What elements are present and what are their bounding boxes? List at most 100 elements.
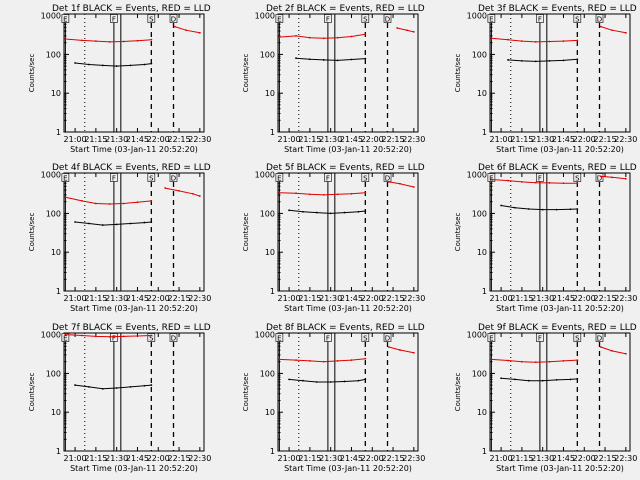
series-lld-point xyxy=(412,351,415,354)
series-events-point xyxy=(520,60,523,62)
marker-label: F xyxy=(326,175,330,183)
panel-title: Det 5f BLACK = Events, RED = LLD xyxy=(266,163,425,173)
series-lld-point xyxy=(611,350,613,352)
series-lld-point xyxy=(94,40,97,43)
series-events-point xyxy=(101,224,104,226)
series-lld-point xyxy=(64,333,67,336)
marker-label: E xyxy=(63,16,67,24)
series-lld-point xyxy=(548,360,551,363)
y-tick-label: 10 xyxy=(265,89,275,98)
marker-flag xyxy=(61,173,70,182)
y-tick-label: 1 xyxy=(482,287,487,296)
plot-frame xyxy=(489,172,631,292)
marker-label: F xyxy=(538,335,542,343)
y-tick-label: 1 xyxy=(270,128,275,137)
x-tick-label: 22:00 xyxy=(573,135,596,144)
x-tick-label: 22:15 xyxy=(382,454,405,463)
series-events-point xyxy=(329,381,332,383)
series-events-point xyxy=(101,387,104,390)
marker-flag xyxy=(573,173,582,182)
series-lld-point xyxy=(576,359,579,362)
series-lld-point xyxy=(136,201,139,204)
marker-label: D xyxy=(171,175,176,183)
series-lld-point xyxy=(490,178,493,181)
plot-frame xyxy=(277,13,419,133)
x-axis-label: Start Time (03-Jan-11 20:52:20) xyxy=(496,145,624,154)
panel-det-7f: Det 7f BLACK = Events, RED = LLD Counts/s… xyxy=(28,323,211,473)
series-events-point xyxy=(322,59,325,61)
x-tick-label: 21:45 xyxy=(126,454,149,463)
x-axis-label: Start Time (03-Jan-11 20:52:20) xyxy=(284,304,412,313)
marker-flag xyxy=(324,333,332,342)
series-lld-point xyxy=(94,202,97,205)
series-events-point xyxy=(88,222,90,225)
series-lld-point xyxy=(150,200,153,202)
marker-label: S xyxy=(363,175,368,183)
x-tick-label: 22:00 xyxy=(147,454,170,463)
series-lld-point xyxy=(548,182,551,184)
x-tick-label: 21:30 xyxy=(105,454,128,463)
series-lld-point xyxy=(198,31,201,34)
marker-label: S xyxy=(149,335,154,343)
y-tick-label: 1 xyxy=(482,128,487,137)
series-events-point xyxy=(115,223,118,226)
panel-title: Det 3f BLACK = Events, RED = LLD xyxy=(478,4,637,14)
series-lld-point xyxy=(611,29,613,32)
series-lld-point xyxy=(534,41,537,43)
x-tick-label: 21:00 xyxy=(64,135,87,144)
series-events-point xyxy=(315,381,318,383)
series-events-point xyxy=(143,384,146,387)
y-tick-label: 100 xyxy=(472,209,487,218)
y-tick-label: 1000 xyxy=(467,12,487,21)
marker-label: E xyxy=(277,175,281,183)
y-tick-label: 100 xyxy=(260,369,275,378)
marker-label: D xyxy=(385,175,390,183)
series-events-point xyxy=(74,221,76,223)
series-events-point xyxy=(541,379,544,382)
series-events-point xyxy=(364,57,367,60)
marker-label: S xyxy=(575,175,580,183)
series-events-point xyxy=(129,222,132,225)
series-lld-point xyxy=(624,31,627,34)
marker-label: F xyxy=(538,175,542,183)
series-events-line xyxy=(295,57,366,61)
marker-label: S xyxy=(363,335,368,343)
x-tick-label: 21:00 xyxy=(490,454,513,463)
panel-det-2f: Det 2f BLACK = Events, RED = LLD Counts/s… xyxy=(242,4,425,154)
series-lld-point xyxy=(64,196,67,199)
series-lld-point xyxy=(350,192,353,195)
series-lld-point xyxy=(198,195,201,197)
y-tick-label: 10 xyxy=(51,89,61,98)
series-events-point xyxy=(555,379,558,381)
series-events-point xyxy=(74,384,76,386)
plot-frame xyxy=(63,172,205,292)
y-axis-label: Counts/sec xyxy=(454,373,462,412)
marker-label: F xyxy=(326,335,330,343)
marker-flag xyxy=(110,173,118,182)
series-events-point xyxy=(150,221,153,223)
y-tick-label: 10 xyxy=(477,248,487,257)
series-lld-point xyxy=(308,36,311,39)
series-lld-point xyxy=(364,33,367,36)
series-events-point xyxy=(115,65,118,67)
x-tick-label: 22:15 xyxy=(168,454,191,463)
plot-frame xyxy=(277,172,419,292)
series-events-point xyxy=(101,64,104,67)
marker-label: E xyxy=(63,175,67,183)
series-lld-point xyxy=(322,360,325,363)
series-lld-point xyxy=(548,40,551,43)
series-lld-point xyxy=(387,180,390,183)
series-lld-point xyxy=(322,193,325,196)
marker-label: D xyxy=(597,16,602,24)
series-events-point xyxy=(555,208,558,211)
x-tick-label: 22:30 xyxy=(188,294,211,303)
series-events-point xyxy=(569,378,572,381)
series-lld-point xyxy=(534,361,537,364)
series-lld-point xyxy=(336,193,339,196)
series-events-point xyxy=(507,59,509,61)
y-tick-label: 1 xyxy=(270,287,275,296)
panel-det-8f: Det 8f BLACK = Events, RED = LLD Counts/s… xyxy=(242,323,425,473)
series-lld-point xyxy=(278,358,281,361)
panel-title: Det 1f BLACK = Events, RED = LLD xyxy=(52,4,211,14)
x-tick-label: 21:45 xyxy=(340,454,363,463)
